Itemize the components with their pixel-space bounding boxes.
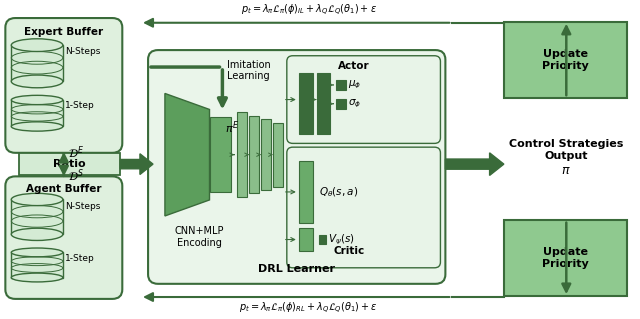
Bar — [237, 112, 247, 197]
Bar — [12, 252, 63, 278]
Polygon shape — [445, 153, 504, 175]
Ellipse shape — [12, 248, 63, 257]
Bar — [317, 73, 330, 134]
Ellipse shape — [12, 95, 63, 105]
Bar — [299, 228, 312, 251]
Bar — [273, 123, 283, 187]
Text: Agent Buffer: Agent Buffer — [26, 184, 102, 194]
Bar — [261, 119, 271, 190]
Text: Critic: Critic — [333, 247, 364, 256]
Ellipse shape — [12, 75, 63, 88]
Ellipse shape — [12, 39, 63, 51]
Text: Expert Buffer: Expert Buffer — [24, 27, 104, 37]
Bar — [249, 116, 259, 193]
Ellipse shape — [12, 193, 63, 205]
FancyBboxPatch shape — [5, 176, 122, 299]
FancyBboxPatch shape — [148, 50, 445, 284]
Text: $\mu_\phi$: $\mu_\phi$ — [348, 79, 362, 91]
Text: CNN+MLP
Encoding: CNN+MLP Encoding — [175, 226, 225, 248]
Bar — [337, 99, 346, 108]
Text: $\mathcal{D}^S$: $\mathcal{D}^S$ — [68, 167, 83, 184]
Text: Ratio: Ratio — [54, 159, 86, 169]
Bar — [299, 161, 312, 223]
Text: $p_t = \lambda_{\pi}\mathcal{L}_{\pi}(\phi)_{RL} + \lambda_Q\mathcal{L}_Q(\theta: $p_t = \lambda_{\pi}\mathcal{L}_{\pi}(\p… — [239, 301, 378, 316]
Ellipse shape — [12, 122, 63, 131]
Text: Imitation
Learning: Imitation Learning — [227, 60, 271, 81]
Text: Update
Priority: Update Priority — [542, 247, 589, 269]
Text: $\pi$: $\pi$ — [561, 164, 571, 177]
FancyBboxPatch shape — [5, 18, 122, 153]
Text: $Q_\theta(s,a)$: $Q_\theta(s,a)$ — [319, 185, 358, 199]
Bar — [12, 45, 63, 81]
Bar — [12, 100, 63, 126]
Text: DRL Learner: DRL Learner — [258, 264, 335, 274]
Bar — [337, 80, 346, 90]
Bar — [299, 73, 312, 134]
Bar — [504, 220, 627, 296]
Text: $\mathcal{D}^E$: $\mathcal{D}^E$ — [68, 145, 84, 161]
Text: $V_\psi(s)$: $V_\psi(s)$ — [328, 232, 355, 247]
Bar — [319, 235, 326, 244]
Text: Actor: Actor — [338, 61, 369, 71]
Ellipse shape — [12, 273, 63, 282]
Bar — [209, 117, 231, 192]
Bar — [12, 199, 63, 234]
Bar — [19, 153, 120, 175]
Bar — [504, 22, 627, 98]
Text: Control Strategies
Output: Control Strategies Output — [509, 139, 623, 161]
Text: Update
Priority: Update Priority — [542, 49, 589, 71]
Text: N-Steps: N-Steps — [65, 47, 100, 56]
Ellipse shape — [12, 228, 63, 241]
FancyBboxPatch shape — [287, 147, 440, 268]
Text: 1-Step: 1-Step — [65, 101, 95, 110]
FancyBboxPatch shape — [287, 56, 440, 144]
Polygon shape — [120, 154, 153, 174]
Polygon shape — [165, 93, 209, 216]
Text: $p_t = \lambda_{\pi}\mathcal{L}_{\pi}(\phi)_{IL} + \lambda_Q\mathcal{L}_Q(\theta: $p_t = \lambda_{\pi}\mathcal{L}_{\pi}(\p… — [241, 3, 376, 18]
Text: N-Steps: N-Steps — [65, 202, 100, 211]
Text: $\pi^E$: $\pi^E$ — [225, 120, 239, 137]
Text: $\sigma_\phi$: $\sigma_\phi$ — [348, 98, 362, 110]
Text: 1-Step: 1-Step — [65, 254, 95, 263]
